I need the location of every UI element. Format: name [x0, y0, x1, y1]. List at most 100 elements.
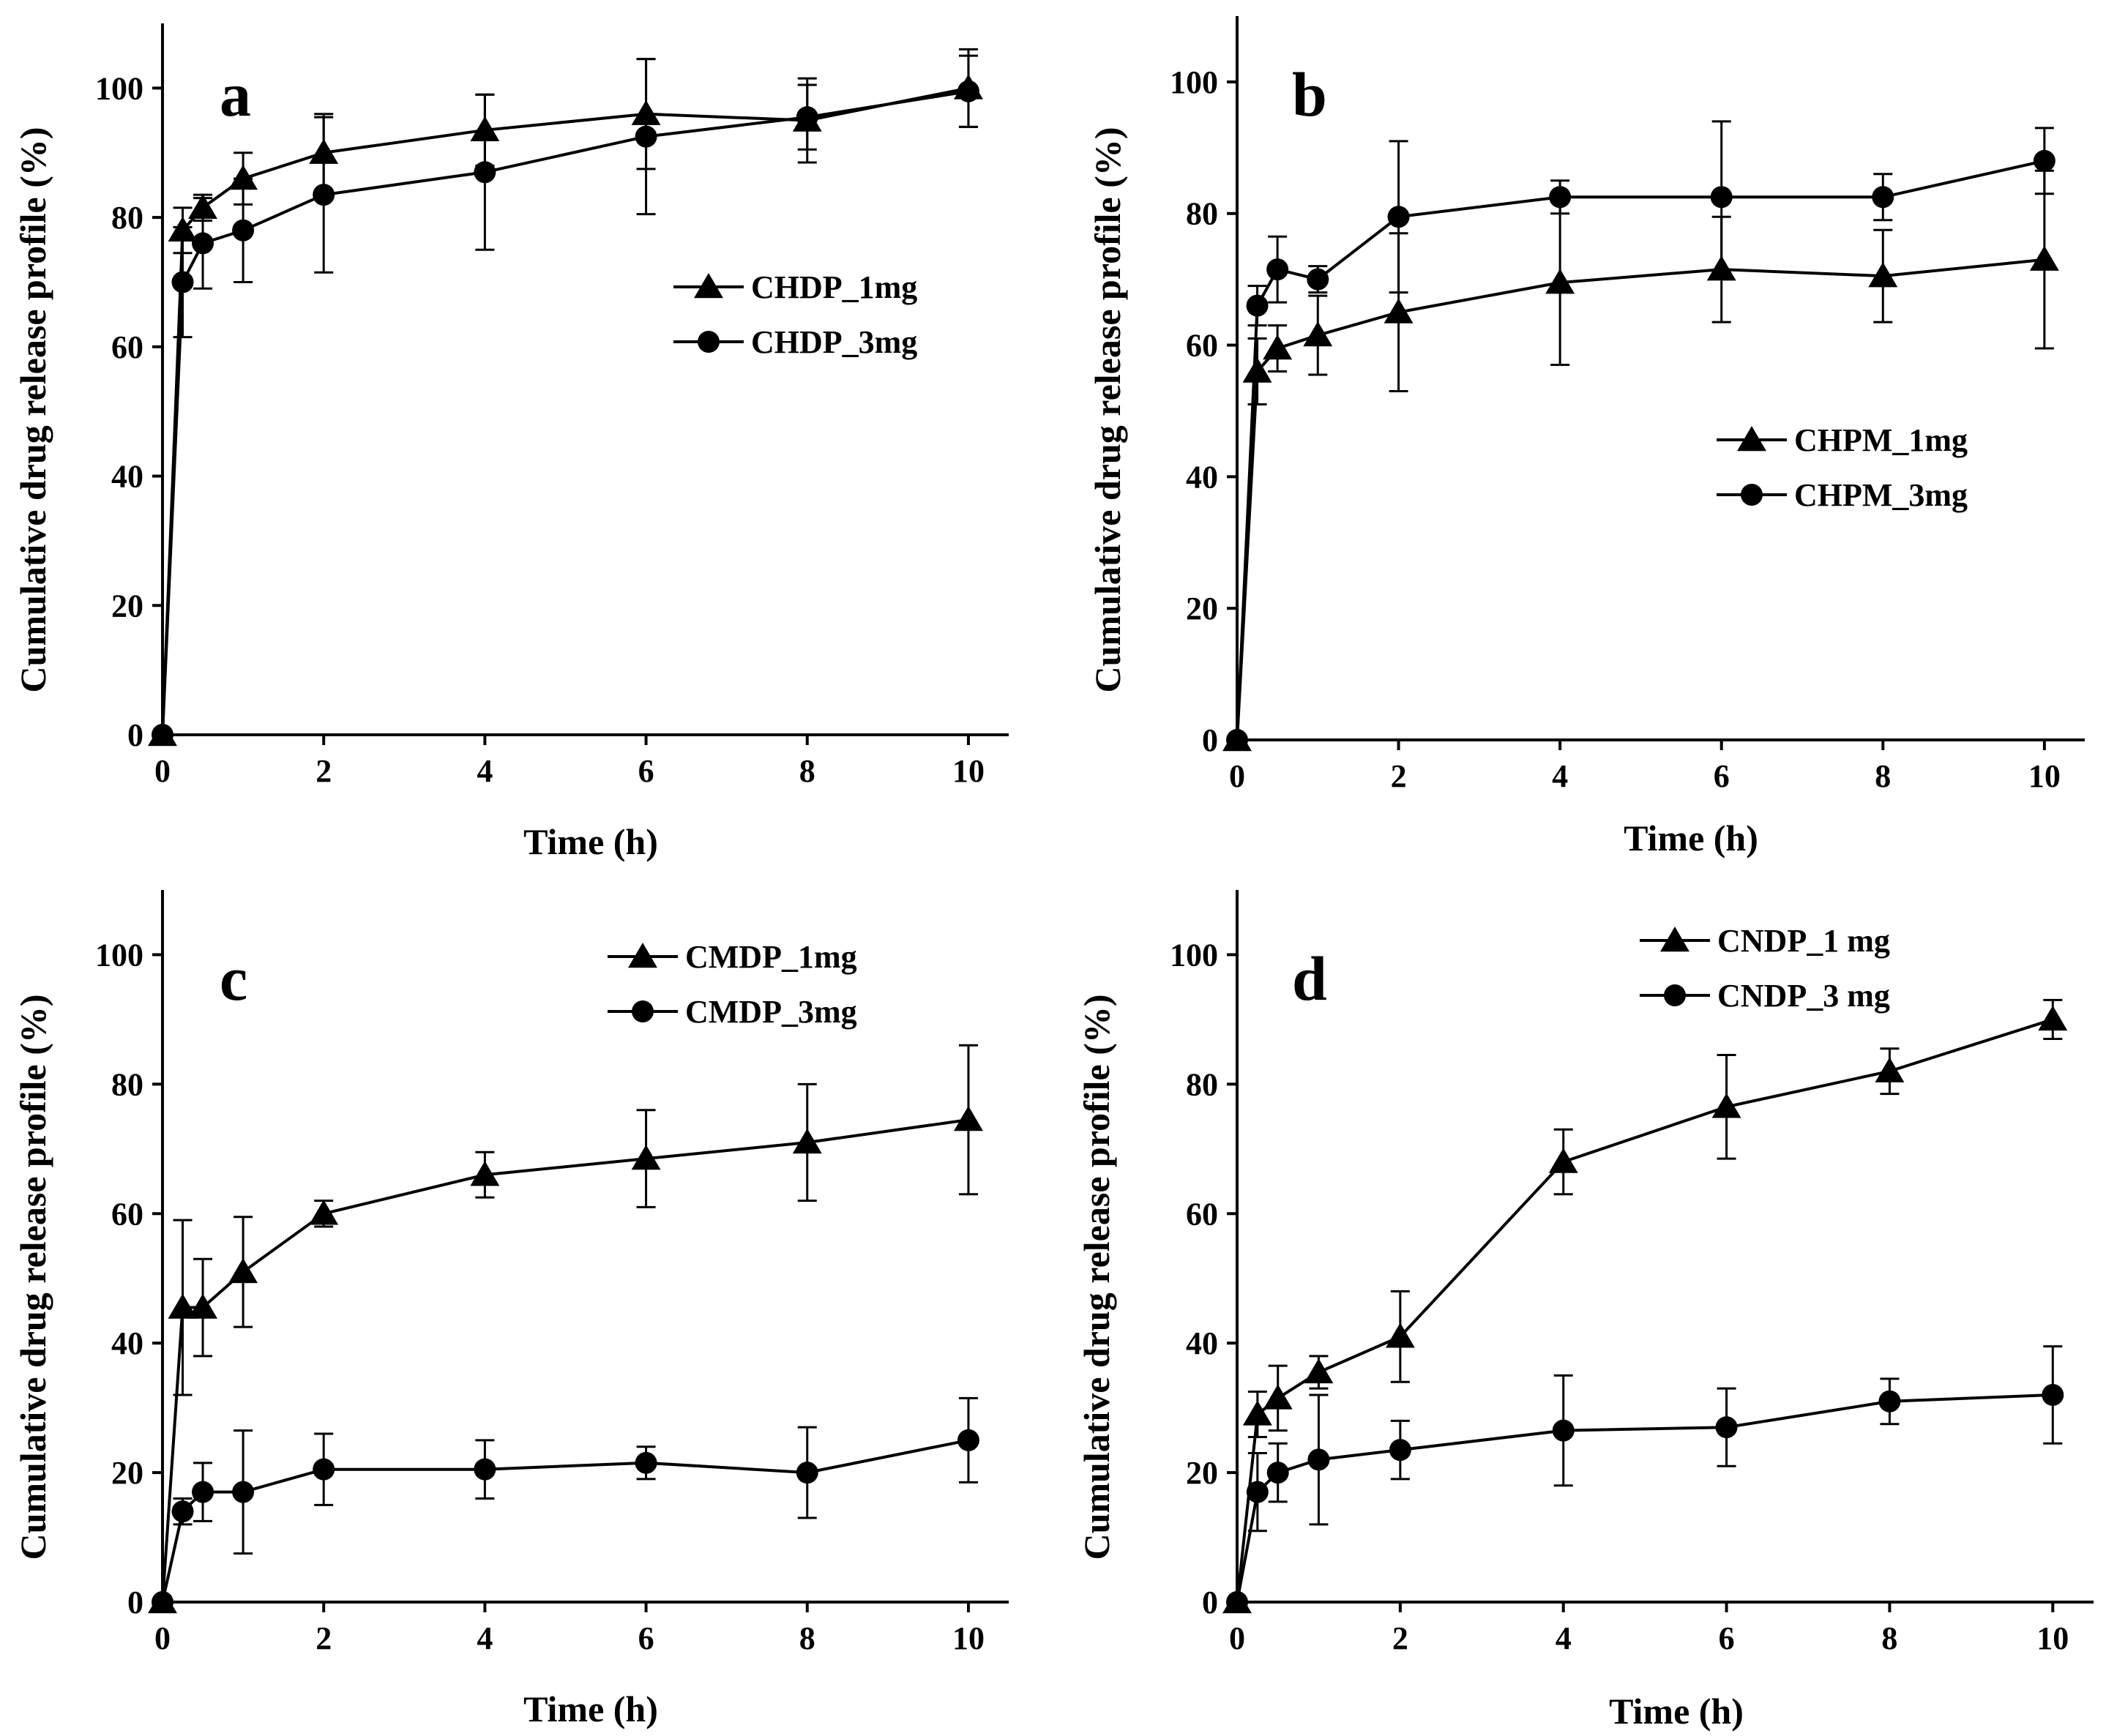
series-circle: [1226, 120, 2055, 751]
chart-panel-d: d Time (h) Cumulative drug release profi…: [1076, 890, 2094, 1732]
data-point: [1868, 262, 1898, 288]
legend-label: CMDP_1mg: [685, 939, 857, 975]
y-tick-label: 20: [111, 588, 143, 624]
series-line: [161, 86, 969, 736]
data-point: [152, 724, 173, 746]
data-point: [1711, 1093, 1741, 1118]
data-point: [635, 125, 657, 148]
data-point: [171, 271, 194, 293]
y-tick-label: 40: [1186, 459, 1218, 495]
x-tick-label: 6: [1719, 1620, 1735, 1656]
data-point: [1303, 321, 1333, 347]
series-line: [161, 1118, 969, 1603]
data-point: [192, 1481, 214, 1503]
legend-marker: [628, 943, 657, 968]
x-tick-label: 2: [1391, 758, 1407, 794]
y-tick-label: 60: [111, 329, 143, 365]
data-point: [635, 1451, 657, 1474]
y-tick-label: 100: [1170, 64, 1218, 100]
legend-marker: [694, 273, 723, 299]
x-tick-label: 10: [2036, 1620, 2069, 1656]
y-tick-label: 100: [1170, 937, 1218, 973]
y-axis-title-c: Cumulative drug release profile (%): [12, 994, 53, 1560]
data-point: [1263, 334, 1293, 360]
legend-marker: [1741, 484, 1763, 506]
y-tick-label: 40: [111, 459, 143, 495]
x-tick-label: 10: [952, 753, 985, 789]
legend-item: CHDP_3mg: [673, 324, 917, 360]
data-point: [171, 1500, 194, 1523]
series-line: [1236, 1393, 2053, 1603]
data-point: [470, 1161, 500, 1186]
data-point: [792, 1128, 822, 1154]
data-point: [188, 1293, 217, 1319]
x-tick-label: 4: [1556, 1620, 1572, 1656]
x-tick-label: 8: [799, 753, 815, 789]
y-tick-label: 20: [111, 1455, 143, 1491]
legend-marker: [1660, 927, 1689, 952]
data-point: [796, 1462, 818, 1484]
x-tick-label: 6: [638, 1620, 654, 1656]
y-tick-label: 0: [127, 1585, 143, 1620]
legend-label: CHPM_1mg: [1794, 422, 1968, 458]
x-tick-label: 0: [154, 753, 171, 789]
legend-label: CHDP_1mg: [751, 269, 917, 305]
data-point: [1548, 1148, 1578, 1173]
y-tick-label: 40: [1186, 1325, 1218, 1361]
data-point: [1307, 1448, 1330, 1471]
y-tick-label: 80: [111, 200, 143, 236]
data-point: [1878, 1390, 1901, 1413]
data-point: [796, 106, 818, 129]
data-point: [954, 1106, 983, 1131]
data-point: [1246, 1481, 1269, 1503]
y-tick-label: 60: [1186, 328, 1218, 364]
data-point: [957, 80, 979, 102]
y-tick-label: 80: [1186, 196, 1218, 232]
x-tick-label: 6: [638, 753, 654, 789]
data-point: [474, 161, 496, 184]
data-point: [1385, 1322, 1415, 1348]
series-triangle: [148, 1044, 983, 1614]
data-point: [309, 1200, 339, 1225]
legend-item: CMDP_1mg: [608, 939, 857, 975]
y-tick-label: 60: [111, 1196, 143, 1232]
data-point: [168, 1293, 198, 1319]
x-tick-label: 4: [477, 1620, 493, 1656]
data-point: [1872, 186, 1894, 209]
data-point: [1263, 1384, 1293, 1410]
x-tick-label: 8: [1875, 758, 1891, 794]
data-point: [1242, 357, 1272, 383]
panel-letter-b: b: [1292, 59, 1327, 130]
legend-item: CNDP_1 mg: [1640, 923, 1890, 959]
x-tick-label: 4: [1552, 758, 1568, 794]
data-point: [2038, 1005, 2068, 1031]
data-point: [1266, 258, 1289, 281]
legend-label: CNDP_1 mg: [1717, 923, 1890, 959]
x-tick-label: 2: [1392, 1620, 1408, 1656]
legend-marker: [1737, 426, 1766, 452]
series-circle: [1226, 1345, 2064, 1613]
panel-letter-c: c: [220, 943, 247, 1014]
legend-marker: [698, 331, 720, 353]
x-tick-label: 0: [1229, 758, 1245, 794]
legend-label: CMDP_3mg: [685, 994, 857, 1030]
chart-panel-b: b Time (h) Cumulative drug release profi…: [1087, 16, 2085, 858]
data-point: [1307, 268, 1329, 291]
data-point: [1226, 1591, 1248, 1613]
data-point: [1389, 1439, 1411, 1462]
y-tick-label: 0: [127, 717, 143, 753]
x-tick-label: 2: [315, 753, 332, 789]
y-axis-title-a: Cumulative drug release profile (%): [12, 127, 53, 692]
legend-item: CHDP_1mg: [673, 269, 917, 305]
y-axis-title-b: Cumulative drug release profile (%): [1087, 127, 1128, 692]
x-axis-title-c: Time (h): [523, 1688, 658, 1729]
chart-panel-a: a Time (h) Cumulative drug release profi…: [12, 23, 1009, 862]
data-point: [1710, 186, 1733, 209]
x-tick-label: 10: [2028, 758, 2061, 794]
data-point: [1545, 269, 1575, 294]
data-point: [2033, 149, 2055, 172]
x-tick-label: 4: [477, 753, 493, 789]
legend-item: CMDP_3mg: [608, 994, 857, 1030]
data-point: [1552, 1419, 1575, 1442]
